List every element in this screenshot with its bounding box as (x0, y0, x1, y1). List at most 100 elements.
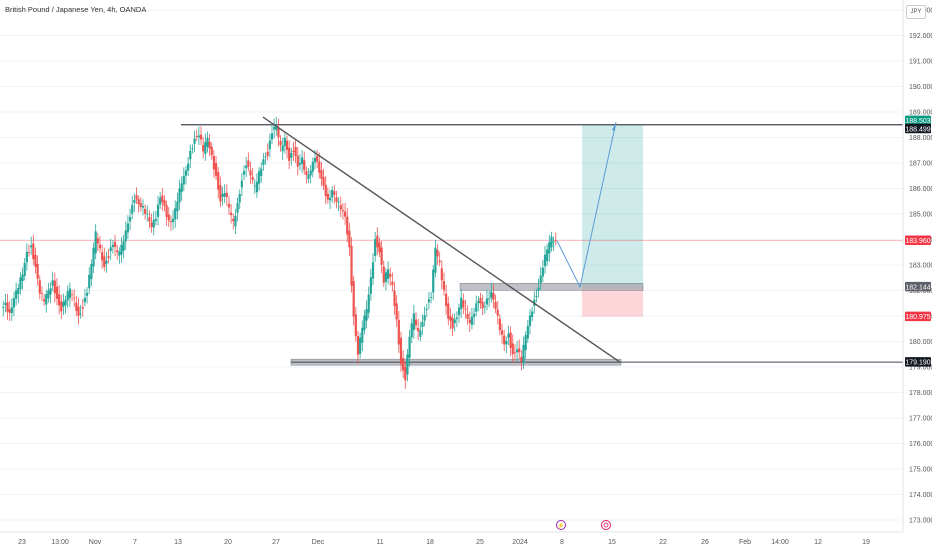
levels (0, 124, 903, 366)
y-tick-label: 176.000 (909, 441, 932, 448)
candle-body (548, 242, 551, 254)
y-tick-label: 183.000 (909, 263, 932, 270)
x-tick-label: 7 (133, 539, 137, 546)
candle-body (141, 206, 145, 208)
candle-body (23, 262, 26, 276)
candle-body (45, 294, 48, 305)
x-tick-label: Nov (89, 539, 102, 546)
candle-body (156, 204, 160, 217)
candle-body (498, 318, 501, 330)
candle-body (234, 215, 237, 227)
candle-body (378, 242, 381, 253)
chart-title: British Pound / Japanese Yen, 4h, OANDA (5, 5, 146, 14)
candle-body (445, 293, 448, 306)
candle-body (391, 281, 394, 285)
candle-body (356, 335, 360, 355)
y-tick-label: 186.000 (909, 186, 932, 193)
candle-body (92, 247, 95, 267)
candle-body (105, 260, 108, 264)
candle-body (335, 197, 338, 202)
candle-body (12, 298, 16, 308)
candle-body (395, 303, 398, 320)
candle-body (221, 194, 224, 197)
candle-body (245, 165, 248, 169)
event-icon-earnings[interactable] (601, 520, 611, 530)
candle-body (64, 299, 67, 306)
candle-body (94, 231, 97, 254)
candle-body (161, 195, 164, 203)
candle-body (447, 303, 450, 319)
candle-body (346, 216, 349, 235)
candle-body (539, 275, 542, 283)
candle-body (490, 291, 493, 298)
candle-body (298, 163, 302, 165)
x-tick-label: 27 (272, 539, 280, 546)
candle-body (53, 280, 56, 294)
candle-body (309, 170, 312, 176)
candle-body (103, 256, 106, 267)
candle-body (70, 294, 74, 296)
candle-body (436, 249, 439, 257)
candle-body (483, 306, 486, 308)
candle-body (457, 307, 461, 316)
candle-body (376, 235, 379, 248)
candle-body (331, 190, 334, 198)
candle-body (124, 230, 127, 242)
candle-body (369, 277, 372, 294)
candle-body (359, 337, 362, 354)
candle-body (88, 274, 91, 289)
candle-body (472, 313, 476, 317)
candle-body (109, 247, 112, 252)
candle-body (412, 313, 415, 330)
candle-body (42, 299, 46, 302)
candle-body (528, 315, 532, 326)
candle-body (113, 241, 117, 248)
candle-body (496, 309, 499, 316)
candle-body (68, 288, 71, 299)
candle-body (255, 181, 259, 193)
candle-body (116, 250, 119, 253)
time-axis[interactable]: 23 13:00 Nov 7 13 20 27 Dec 11 18 25 2024 8 15 22 26 Feb… (18, 539, 870, 546)
candle-body (526, 325, 529, 339)
candle-body (277, 127, 280, 138)
candle-body (111, 244, 114, 247)
candle-body (236, 202, 239, 213)
price-badge-label: 188.503 (905, 118, 930, 125)
candle-body (122, 241, 125, 251)
candle-body (423, 315, 426, 321)
candle-body (421, 321, 424, 328)
candle-body (328, 197, 332, 201)
candle-body (427, 299, 431, 303)
x-tick-label: 15 (608, 539, 616, 546)
candle-body (313, 157, 317, 163)
candle-body (27, 251, 31, 253)
candle-body (477, 300, 480, 304)
candle-body (470, 316, 474, 325)
candle-body (118, 251, 121, 256)
x-tick-label: 13:00 (51, 539, 69, 546)
price-badge-label: 180.975 (905, 314, 930, 321)
candle-body (204, 142, 207, 155)
candle-body (475, 303, 478, 312)
event-icon-dividend[interactable]: ⚡ (556, 520, 566, 530)
currency-label[interactable]: JPY (906, 5, 926, 19)
candle-body (270, 133, 274, 140)
candle-body (73, 297, 76, 299)
stop-zone (582, 286, 643, 317)
candle-body (257, 171, 261, 184)
price-badge (905, 235, 931, 246)
price-axis[interactable]: 193.000192.000191.000190.000189.000188.0… (909, 8, 932, 525)
candle-body (36, 263, 39, 279)
candle-body (189, 150, 192, 160)
candle-body (464, 308, 467, 310)
candle-body (505, 340, 508, 345)
candle-body (316, 155, 319, 162)
candle-body (273, 126, 276, 130)
price-badge (905, 311, 931, 322)
x-tick-label: 23 (18, 539, 26, 546)
candle-body (25, 251, 28, 263)
trendline (262, 116, 621, 363)
